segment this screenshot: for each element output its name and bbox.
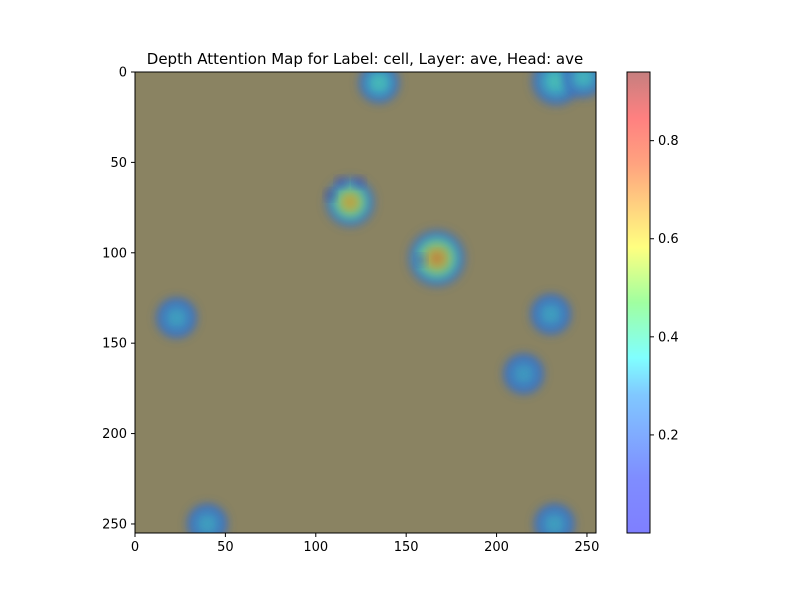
heatmap-hotspot: [503, 354, 544, 394]
heatmap-lowspot: [355, 178, 364, 187]
x-tick-label: 50: [217, 540, 234, 555]
colorbar-tick-label: 0.4: [658, 330, 679, 345]
heatmap-hotspot: [530, 294, 571, 335]
y-tick-label: 200: [102, 427, 127, 442]
heatmap-background: [135, 72, 596, 533]
heatmap-lowspot: [416, 256, 425, 265]
plot-frame: [134, 71, 597, 534]
colorbar-tick-label: 0.6: [658, 232, 679, 247]
y-axis: 0 50 100 150 200 250: [102, 66, 135, 532]
heatmap-blobs: [156, 72, 596, 533]
x-tick-label: 250: [575, 540, 600, 555]
heatmap-hotspot: [326, 178, 374, 227]
heatmap-hotspot: [563, 72, 596, 98]
colorbar-axis: 0.2 0.4 0.6 0.8: [650, 134, 679, 443]
y-tick-label: 100: [102, 246, 127, 261]
heatmap-hotspot: [409, 230, 465, 287]
x-axis: 0 50 100 150 200 250: [131, 533, 600, 555]
x-tick-label: 200: [484, 540, 509, 555]
x-tick-label: 100: [303, 540, 328, 555]
heatmap-hotspot: [532, 72, 581, 105]
y-tick-label: 50: [110, 156, 127, 171]
heatmap-hotspot: [156, 297, 197, 338]
heatmap-hotspot: [534, 504, 575, 533]
y-tick-label: 250: [102, 517, 127, 532]
heatmap-lowspot: [326, 190, 335, 199]
heatmap-lowspot: [337, 178, 346, 187]
y-tick-label: 0: [119, 66, 127, 81]
heatmap-hotspot: [187, 504, 228, 533]
x-tick-label: 0: [131, 540, 139, 555]
colorbar: [626, 71, 651, 534]
x-tick-label: 150: [394, 540, 419, 555]
chart-title: Depth Attention Map for Label: cell, Lay…: [147, 50, 583, 68]
y-tick-label: 150: [102, 337, 127, 352]
heatmap-plot-area: [135, 72, 596, 533]
colorbar-tick-label: 0.2: [658, 428, 679, 443]
heatmap-hotspot: [359, 72, 399, 103]
colorbar-tick-label: 0.8: [658, 134, 679, 149]
